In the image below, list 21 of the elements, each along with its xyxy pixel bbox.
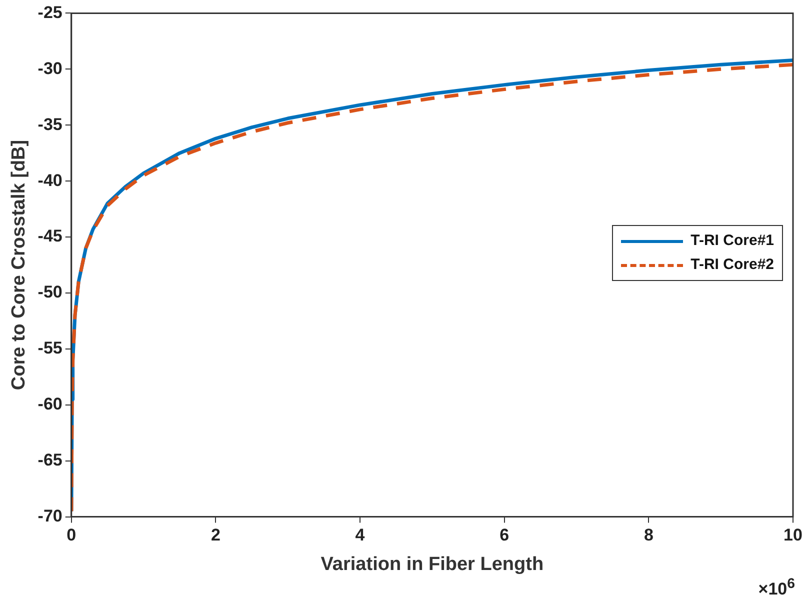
x-tick-label: 2: [210, 526, 220, 545]
y-tick-label: -60: [38, 394, 62, 414]
y-tick-label: -70: [38, 506, 62, 526]
x-tick-label: 0: [66, 526, 76, 545]
y-tick-label: -65: [38, 450, 62, 470]
legend-label: T-RI Core#1: [690, 231, 774, 251]
legend-label: T-RI Core#2: [690, 255, 774, 275]
y-tick-label: -30: [38, 58, 62, 78]
x-tick-label: 4: [355, 526, 366, 545]
y-tick-label: -55: [38, 338, 62, 358]
y-tick-label: -35: [38, 114, 62, 134]
y-tick-label: -45: [38, 226, 62, 246]
y-tick-label: -50: [38, 282, 62, 302]
text: ×10$^{6}$: [758, 576, 795, 600]
x-tick-label: 6: [500, 526, 510, 545]
x-tick-label: 8: [644, 526, 654, 545]
x-tick-label: 10: [784, 526, 802, 545]
x-axis-title: Variation in Fiber Length: [320, 554, 544, 575]
y-tick-label: -40: [38, 170, 62, 190]
y-tick-label: -25: [38, 2, 62, 22]
y-axis-title: Core to Core Crosstalk [dB]: [8, 140, 30, 390]
